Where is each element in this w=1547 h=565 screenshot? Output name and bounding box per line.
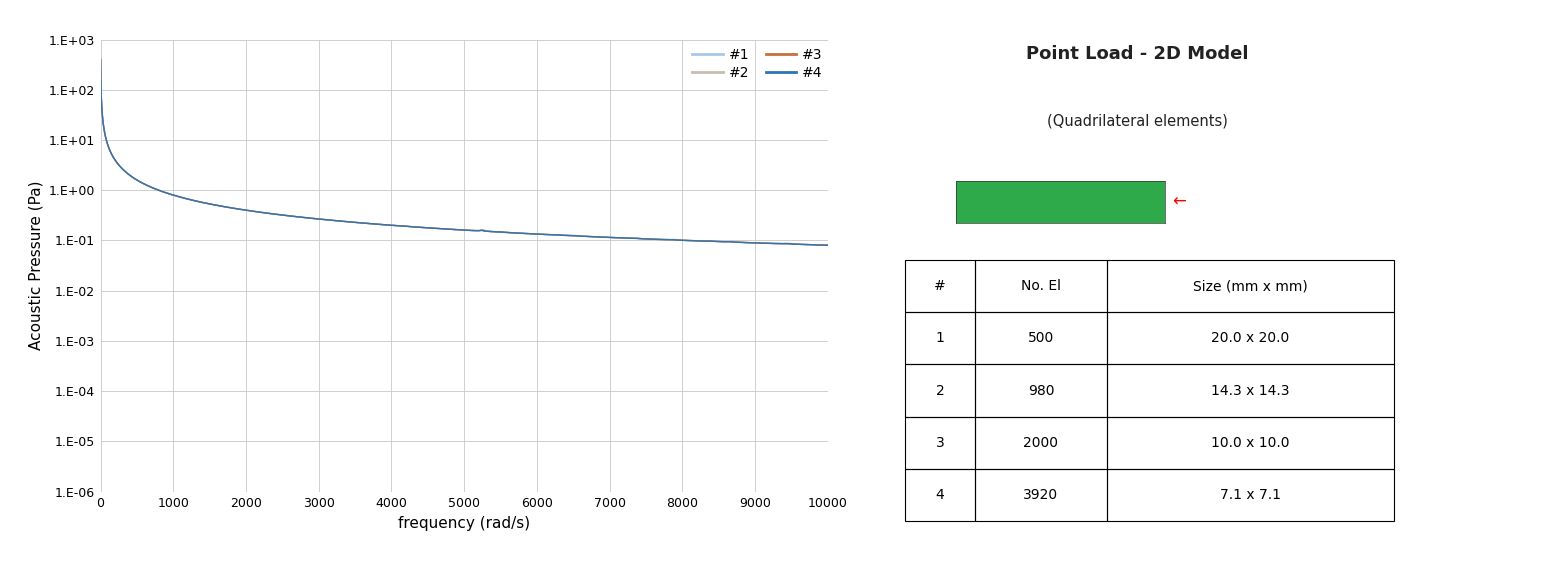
- Text: 2: 2: [936, 384, 945, 398]
- Y-axis label: Acoustic Pressure (Pa): Acoustic Pressure (Pa): [28, 181, 43, 350]
- Text: No. El: No. El: [1021, 279, 1061, 293]
- Text: (Quadrilateral elements): (Quadrilateral elements): [1047, 113, 1227, 128]
- Bar: [1106, 417, 1394, 469]
- Bar: [905, 260, 975, 312]
- Text: 10.0 x 10.0: 10.0 x 10.0: [1211, 436, 1290, 450]
- Bar: [975, 417, 1106, 469]
- Text: 500: 500: [1027, 331, 1054, 345]
- Text: 7.1 x 7.1: 7.1 x 7.1: [1219, 488, 1281, 502]
- Text: 14.3 x 14.3: 14.3 x 14.3: [1211, 384, 1290, 398]
- Legend: #1, #2, #3, #4: #1, #2, #3, #4: [687, 42, 828, 85]
- Bar: [1106, 469, 1394, 521]
- Bar: [1106, 312, 1394, 364]
- Text: ←: ←: [1173, 193, 1187, 211]
- Bar: [975, 260, 1106, 312]
- Bar: [905, 364, 975, 417]
- X-axis label: frequency (rad/s): frequency (rad/s): [398, 516, 531, 531]
- Bar: [1106, 364, 1394, 417]
- Text: #: #: [934, 279, 947, 293]
- Bar: [1106, 260, 1394, 312]
- Text: 2000: 2000: [1024, 436, 1058, 450]
- Bar: [905, 469, 975, 521]
- Bar: [975, 312, 1106, 364]
- Text: 20.0 x 20.0: 20.0 x 20.0: [1211, 331, 1289, 345]
- Text: Point Load - 2D Model: Point Load - 2D Model: [1026, 45, 1248, 63]
- Text: Size (mm x mm): Size (mm x mm): [1193, 279, 1307, 293]
- Text: 980: 980: [1027, 384, 1054, 398]
- Bar: [975, 364, 1106, 417]
- Bar: [905, 312, 975, 364]
- Text: 3: 3: [936, 436, 945, 450]
- Bar: [905, 417, 975, 469]
- Text: 1: 1: [936, 331, 945, 345]
- Text: 3920: 3920: [1024, 488, 1058, 502]
- Bar: [975, 469, 1106, 521]
- Text: 4: 4: [936, 488, 945, 502]
